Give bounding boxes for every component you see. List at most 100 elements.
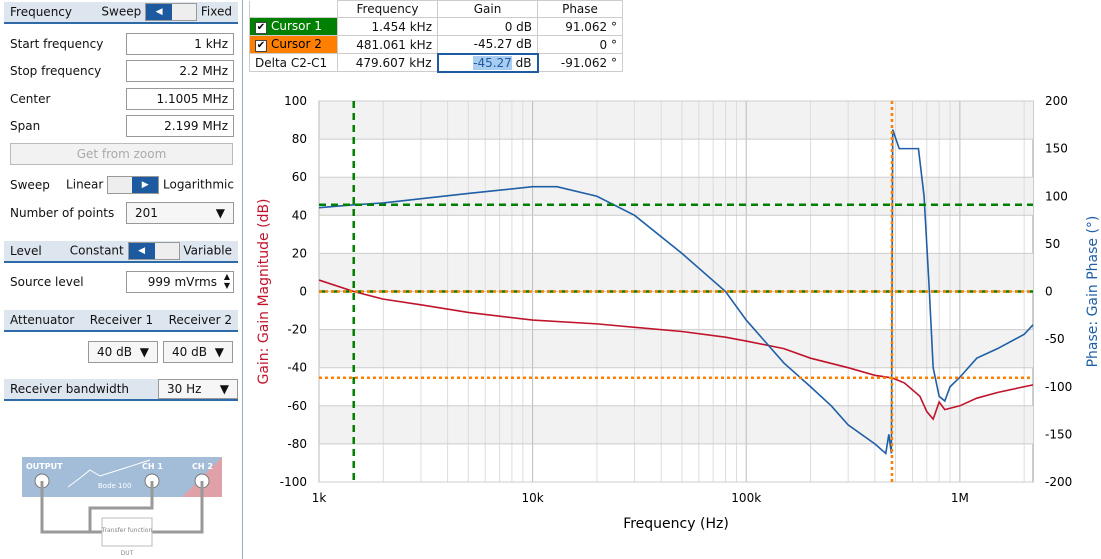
cursor2-phase[interactable]: 0 ° <box>537 35 623 54</box>
receiver2-attenuator-dropdown[interactable]: 40 dB ▼ <box>163 341 233 363</box>
center-label: Center <box>10 92 51 106</box>
constant-variable-toggle[interactable]: ◀ <box>127 242 180 260</box>
spinner-icon[interactable]: ▲ ▼ <box>223 272 230 290</box>
cursor1-toggle[interactable]: ✔ Cursor 1 <box>249 17 338 36</box>
bode-chart[interactable]: 100806040200-20-40-60-80-100200150100500… <box>244 80 1101 559</box>
points-label: Number of points <box>10 206 115 220</box>
sweep-type-label: Sweep <box>10 178 50 192</box>
series-gain <box>318 279 1034 421</box>
delta-gain-cell[interactable]: -45.27 dB <box>436 52 539 73</box>
settings-panel: Frequency Sweep ◀ Fixed Start frequency 1… <box>0 0 243 559</box>
variable-label: Variable <box>183 243 232 258</box>
receiver1-value: 40 dB <box>97 345 132 359</box>
center-input[interactable]: 1.1005 MHz <box>126 88 234 110</box>
ch2-label: CH 2 <box>192 462 213 471</box>
stop-frequency-label: Stop frequency <box>10 64 102 78</box>
sweep-fixed-toggle[interactable]: ◀ <box>145 3 198 21</box>
linear-label: Linear <box>66 177 104 192</box>
attenuator-header: Attenuator Receiver 1 Receiver 2 <box>4 310 238 332</box>
col-frequency: Frequency <box>337 0 438 18</box>
x-tick-label: 100k <box>731 491 761 505</box>
y-tick-label: -80 <box>287 437 307 451</box>
cursor1-gain[interactable]: 0 dB <box>437 17 538 36</box>
receiver2-value: 40 dB <box>172 345 207 359</box>
grid-band <box>319 253 1033 292</box>
cursor1-freq[interactable]: 1.454 kHz <box>337 17 438 36</box>
cursor1-row: ✔ Cursor 1 1.454 kHz 0 dB 91.062 ° <box>249 17 623 36</box>
y2-tick-label: -100 <box>1045 380 1072 394</box>
grid-band <box>319 329 1033 368</box>
y2-tick-label: 50 <box>1045 237 1060 251</box>
delta-gain-value: -45.27 <box>473 55 512 70</box>
linear-log-toggle[interactable]: ▶ <box>107 176 160 194</box>
y-tick-label: 100 <box>284 94 307 108</box>
y-tick-label: -100 <box>280 475 307 489</box>
y-tick-label: 60 <box>292 170 307 184</box>
source-level-label: Source level <box>10 275 84 289</box>
bandwidth-value: 30 Hz <box>167 382 202 396</box>
delta-name: Delta C2-C1 <box>249 53 338 72</box>
y-tick-label: 20 <box>292 246 307 260</box>
log-label: Logarithmic <box>163 177 234 192</box>
y2-tick-label: 150 <box>1045 142 1068 156</box>
frequency-title: Frequency <box>10 5 72 19</box>
y-tick-label: -20 <box>287 323 307 337</box>
points-dropdown[interactable]: 201 ▼ <box>126 202 234 224</box>
stop-frequency-input[interactable]: 2.2 MHz <box>126 60 234 82</box>
col-phase: Phase <box>537 0 623 18</box>
level-title: Level <box>10 244 42 258</box>
x-tick-label: 1M <box>951 491 969 505</box>
delta-row: Delta C2-C1 479.607 kHz -45.27 dB -91.062 ° <box>249 52 623 73</box>
ch1-label: CH 1 <box>142 462 163 471</box>
x-tick-label: 10k <box>522 491 544 505</box>
delta-freq[interactable]: 479.607 kHz <box>337 53 438 72</box>
receiver1-attenuator-dropdown[interactable]: 40 dB ▼ <box>88 341 158 363</box>
checkbox-icon[interactable]: ✔ <box>255 22 267 34</box>
cursor-table: Frequency Gain Phase ✔ Cursor 1 1.454 kHz 0 d… <box>249 0 623 73</box>
grid-band <box>319 405 1033 444</box>
y-tick-label: -40 <box>287 361 307 375</box>
x-tick-label: 1k <box>312 491 327 505</box>
start-frequency-label: Start frequency <box>10 37 104 51</box>
span-input[interactable]: 2.199 MHz <box>126 115 234 137</box>
fixed-label: Fixed <box>200 4 232 19</box>
y2-tick-label: -50 <box>1045 332 1065 346</box>
start-frequency-input[interactable]: 1 kHz <box>126 33 234 55</box>
attenuator-title: Attenuator <box>10 313 75 327</box>
get-from-zoom-button[interactable]: Get from zoom <box>10 143 233 165</box>
y2-tick-label: -150 <box>1045 427 1072 441</box>
bandwidth-dropdown[interactable]: 30 Hz ▼ <box>158 379 238 399</box>
constant-label: Constant <box>69 243 124 258</box>
cursor2-toggle[interactable]: ✔ Cursor 2 <box>249 35 338 54</box>
connection-diagram: OUTPUT CH 1 CH 2 Bode 100 Transfer funct… <box>22 457 222 557</box>
receiver1-label: Receiver 1 <box>89 313 154 327</box>
dut-label: DUT <box>121 550 134 557</box>
cursor2-gain[interactable]: -45.27 dB <box>437 35 538 54</box>
y-tick-label: -60 <box>287 399 307 413</box>
delta-gain-unit: dB <box>515 55 532 70</box>
sweep-label: Sweep <box>101 4 142 19</box>
cursor1-name: Cursor 1 <box>271 19 322 33</box>
cursor1-phase[interactable]: 91.062 ° <box>537 17 623 36</box>
device-label: Bode 100 <box>98 482 131 490</box>
source-level-value: 999 mVrms <box>147 275 217 289</box>
series-phase <box>318 129 1034 455</box>
level-header: Level Constant ◀ Variable <box>4 241 238 263</box>
bandwidth-header: Receiver bandwidth 30 Hz ▼ <box>4 379 238 401</box>
frequency-header: Frequency Sweep ◀ Fixed <box>4 2 238 24</box>
transfer-label: Transfer function <box>101 527 153 534</box>
cursor2-name: Cursor 2 <box>271 37 322 51</box>
points-value: 201 <box>135 206 158 220</box>
y-tick-label: 40 <box>292 208 307 222</box>
chevron-down-icon: ▼ <box>214 345 224 359</box>
source-level-input[interactable]: 999 mVrms ▲ ▼ <box>126 271 234 293</box>
output-label: OUTPUT <box>26 462 63 471</box>
x-axis-label: Frequency (Hz) <box>623 516 729 532</box>
chevron-down-icon: ▼ <box>215 206 225 220</box>
cursor2-freq[interactable]: 481.061 kHz <box>337 35 438 54</box>
y2-axis-label: Phase: Gain Phase (°) <box>1085 216 1101 368</box>
delta-phase[interactable]: -91.062 ° <box>537 53 623 72</box>
y-tick-label: 80 <box>292 132 307 146</box>
y2-tick-label: 200 <box>1045 94 1068 108</box>
checkbox-icon[interactable]: ✔ <box>255 40 267 52</box>
